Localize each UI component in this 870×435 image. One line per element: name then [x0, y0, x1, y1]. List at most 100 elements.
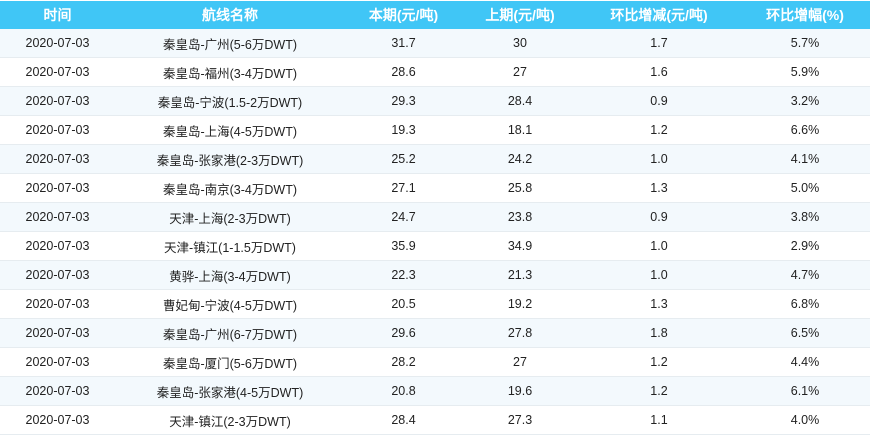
cell-route: 秦皇岛-广州(6-7万DWT)	[115, 318, 345, 348]
cell-change: 1.3	[578, 289, 740, 319]
cell-route: 秦皇岛-福州(3-4万DWT)	[115, 57, 345, 87]
cell-date: 2020-07-03	[0, 86, 115, 116]
cell-change-pct: 6.8%	[740, 289, 870, 319]
cell-change: 1.2	[578, 115, 740, 145]
cell-current: 28.2	[345, 347, 462, 377]
table-row: 2020-07-03 黄骅-上海(3-4万DWT) 22.3 21.3 1.0 4.7%	[0, 260, 870, 290]
cell-current: 29.3	[345, 86, 462, 116]
cell-change: 1.7	[578, 29, 740, 58]
cell-change-pct: 5.0%	[740, 173, 870, 203]
cell-previous: 18.1	[462, 115, 578, 145]
table-row: 2020-07-03 秦皇岛-张家港(4-5万DWT) 20.8 19.6 1.2 6.1…	[0, 376, 870, 406]
cell-current: 19.3	[345, 115, 462, 145]
cell-change: 1.2	[578, 347, 740, 377]
cell-current: 20.8	[345, 376, 462, 406]
cell-previous: 27	[462, 57, 578, 87]
cell-route: 秦皇岛-南京(3-4万DWT)	[115, 173, 345, 203]
cell-current: 35.9	[345, 231, 462, 261]
cell-route: 秦皇岛-张家港(4-5万DWT)	[115, 376, 345, 406]
header-route: 航线名称	[115, 1, 345, 29]
cell-change-pct: 2.9%	[740, 231, 870, 261]
table-row: 2020-07-03 天津-上海(2-3万DWT) 24.7 23.8 0.9 3.8%	[0, 202, 870, 232]
cell-date: 2020-07-03	[0, 144, 115, 174]
cell-current: 28.4	[345, 405, 462, 435]
cell-date: 2020-07-03	[0, 318, 115, 348]
table-row: 2020-07-03 秦皇岛-厦门(5-6万DWT) 28.2 27 1.2 4.4%	[0, 347, 870, 377]
cell-route: 秦皇岛-张家港(2-3万DWT)	[115, 144, 345, 174]
table-row: 2020-07-03 秦皇岛-广州(6-7万DWT) 29.6 27.8 1.8 6.5%	[0, 318, 870, 348]
cell-previous: 19.2	[462, 289, 578, 319]
table-row: 2020-07-03 曹妃甸-宁波(4-5万DWT) 20.5 19.2 1.3 6.8%	[0, 289, 870, 319]
cell-current: 28.6	[345, 57, 462, 87]
table-row: 2020-07-03 秦皇岛-广州(5-6万DWT) 31.7 30 1.7 5.7%	[0, 29, 870, 58]
cell-current: 31.7	[345, 29, 462, 58]
cell-change: 1.1	[578, 405, 740, 435]
cell-current: 22.3	[345, 260, 462, 290]
table-row: 2020-07-03 天津-镇江(1-1.5万DWT) 35.9 34.9 1.0 2.9…	[0, 231, 870, 261]
cell-change-pct: 5.7%	[740, 29, 870, 58]
cell-route: 秦皇岛-宁波(1.5-2万DWT)	[115, 86, 345, 116]
cell-date: 2020-07-03	[0, 347, 115, 377]
cell-date: 2020-07-03	[0, 405, 115, 435]
table-row: 2020-07-03 秦皇岛-南京(3-4万DWT) 27.1 25.8 1.3 5.0%	[0, 173, 870, 203]
cell-previous: 30	[462, 29, 578, 58]
cell-change: 1.8	[578, 318, 740, 348]
table-header-row: 时间 航线名称 本期(元/吨) 上期(元/吨) 环比增减(元/吨) 环比增幅(%…	[0, 1, 870, 29]
cell-current: 25.2	[345, 144, 462, 174]
cell-previous: 27	[462, 347, 578, 377]
cell-previous: 27.3	[462, 405, 578, 435]
cell-current: 29.6	[345, 318, 462, 348]
cell-date: 2020-07-03	[0, 289, 115, 319]
cell-current: 27.1	[345, 173, 462, 203]
table-row: 2020-07-03 秦皇岛-张家港(2-3万DWT) 25.2 24.2 1.0 4.1…	[0, 144, 870, 174]
cell-date: 2020-07-03	[0, 202, 115, 232]
cell-change-pct: 5.9%	[740, 57, 870, 87]
cell-previous: 25.8	[462, 173, 578, 203]
cell-date: 2020-07-03	[0, 260, 115, 290]
table-row: 2020-07-03 秦皇岛-上海(4-5万DWT) 19.3 18.1 1.2 6.6%	[0, 115, 870, 145]
cell-date: 2020-07-03	[0, 57, 115, 87]
cell-change-pct: 3.8%	[740, 202, 870, 232]
cell-date: 2020-07-03	[0, 231, 115, 261]
cell-route: 黄骅-上海(3-4万DWT)	[115, 260, 345, 290]
cell-change-pct: 4.4%	[740, 347, 870, 377]
cell-previous: 23.8	[462, 202, 578, 232]
cell-previous: 28.4	[462, 86, 578, 116]
cell-current: 20.5	[345, 289, 462, 319]
cell-change-pct: 4.0%	[740, 405, 870, 435]
cell-change-pct: 6.1%	[740, 376, 870, 406]
cell-previous: 21.3	[462, 260, 578, 290]
cell-previous: 34.9	[462, 231, 578, 261]
cell-date: 2020-07-03	[0, 115, 115, 145]
cell-current: 24.7	[345, 202, 462, 232]
cell-date: 2020-07-03	[0, 173, 115, 203]
header-date: 时间	[0, 1, 115, 29]
cell-route: 秦皇岛-厦门(5-6万DWT)	[115, 347, 345, 377]
header-previous: 上期(元/吨)	[462, 1, 578, 29]
cell-route: 天津-镇江(1-1.5万DWT)	[115, 231, 345, 261]
cell-route: 秦皇岛-上海(4-5万DWT)	[115, 115, 345, 145]
cell-previous: 19.6	[462, 376, 578, 406]
cell-change: 1.6	[578, 57, 740, 87]
cell-change-pct: 4.1%	[740, 144, 870, 174]
table-row: 2020-07-03 天津-镇江(2-3万DWT) 28.4 27.3 1.1 4.0%	[0, 405, 870, 435]
cell-change: 1.3	[578, 173, 740, 203]
cell-change: 1.0	[578, 144, 740, 174]
cell-change: 0.9	[578, 202, 740, 232]
cell-change: 1.0	[578, 231, 740, 261]
table-row: 2020-07-03 秦皇岛-宁波(1.5-2万DWT) 29.3 28.4 0.9 3.…	[0, 86, 870, 116]
cell-change-pct: 6.5%	[740, 318, 870, 348]
cell-route: 天津-上海(2-3万DWT)	[115, 202, 345, 232]
cell-route: 秦皇岛-广州(5-6万DWT)	[115, 29, 345, 58]
cell-change: 1.0	[578, 260, 740, 290]
cell-change: 0.9	[578, 86, 740, 116]
cell-route: 天津-镇江(2-3万DWT)	[115, 405, 345, 435]
header-change: 环比增减(元/吨)	[578, 1, 740, 29]
cell-previous: 24.2	[462, 144, 578, 174]
cell-change: 1.2	[578, 376, 740, 406]
header-change-pct: 环比增幅(%)	[740, 1, 870, 29]
header-current: 本期(元/吨)	[345, 1, 462, 29]
table-row: 2020-07-03 秦皇岛-福州(3-4万DWT) 28.6 27 1.6 5.9%	[0, 57, 870, 87]
cell-date: 2020-07-03	[0, 29, 115, 58]
